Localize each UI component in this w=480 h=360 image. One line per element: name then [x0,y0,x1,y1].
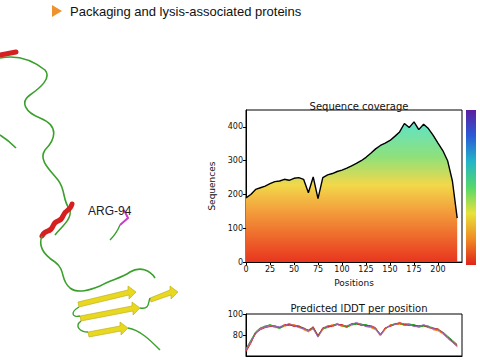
svg-text:100: 100 [228,310,243,319]
svg-text:125: 125 [358,265,373,274]
svg-text:0: 0 [238,258,243,267]
svg-text:75: 75 [313,265,323,274]
svg-text:Sequence coverage: Sequence coverage [310,101,409,112]
svg-text:300: 300 [228,156,243,165]
svg-text:400: 400 [228,122,243,131]
svg-text:175: 175 [406,265,421,274]
svg-text:Positions: Positions [334,278,374,288]
svg-text:80: 80 [233,331,243,340]
html-text:ARG-94: ARG-94 [88,204,132,218]
svg-text:200: 200 [430,265,445,274]
svg-text:0: 0 [243,265,248,274]
svg-text:100: 100 [334,265,349,274]
svg-text:Sequences: Sequences [207,161,217,210]
svg-text:200: 200 [228,190,243,199]
svg-text:25: 25 [265,265,275,274]
svg-text:150: 150 [382,265,397,274]
svg-text:100: 100 [228,224,243,233]
svg-text:50: 50 [289,265,299,274]
html-text:Packaging and lysis-associated: Packaging and lysis-associated proteins [70,4,302,19]
svg-text:Predicted lDDT per position: Predicted lDDT per position [291,303,428,314]
